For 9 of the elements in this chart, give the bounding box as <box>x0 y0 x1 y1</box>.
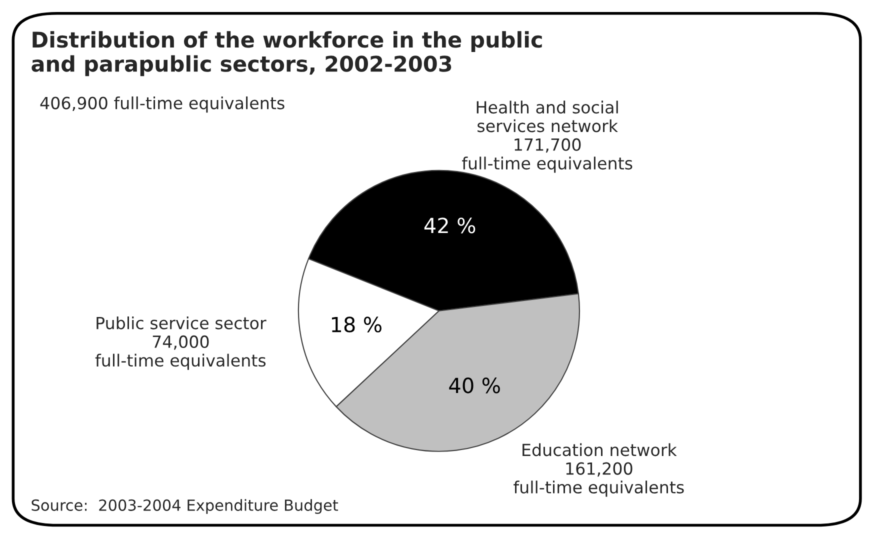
slice-label: Health and social services network 171,700 full-time equivalents <box>462 100 632 173</box>
source-note: Source: 2003-2004 Expenditure Budget <box>32 499 338 514</box>
chart-title: Distribution of the workforce in the public and parapublic sectors, 2002-2003 <box>32 31 542 76</box>
slice-label: Education network 161,200 full-time equivalents <box>514 443 684 497</box>
data-label: 42 % <box>424 218 476 234</box>
chart-subtitle: 406,900 full-time equivalents <box>40 96 284 113</box>
slice-label: Public service sector 74,000 full-time equivalents <box>95 316 266 370</box>
data-label: 40 % <box>449 378 500 394</box>
data-label: 18 % <box>332 316 382 332</box>
